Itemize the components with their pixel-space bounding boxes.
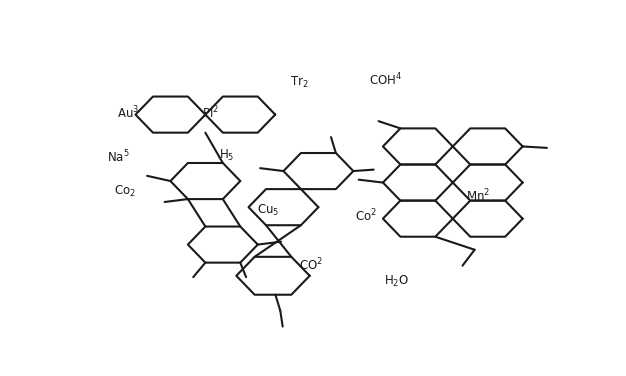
Text: CO$^2$: CO$^2$ bbox=[299, 257, 323, 273]
Text: Tr$_2$: Tr$_2$ bbox=[290, 75, 308, 90]
Text: COH$^4$: COH$^4$ bbox=[369, 71, 403, 88]
Text: Au$^3$: Au$^3$ bbox=[117, 105, 139, 121]
Text: Pl$^2$: Pl$^2$ bbox=[202, 105, 219, 121]
Text: Co$_2$: Co$_2$ bbox=[113, 184, 135, 199]
Text: Na$^5$: Na$^5$ bbox=[106, 148, 129, 165]
Text: Mn$^2$: Mn$^2$ bbox=[466, 187, 491, 204]
Text: Co$^2$: Co$^2$ bbox=[355, 208, 377, 224]
Text: H$_2$O: H$_2$O bbox=[384, 273, 409, 289]
Text: H$_5$: H$_5$ bbox=[219, 148, 234, 163]
Text: Cu$_5$: Cu$_5$ bbox=[257, 203, 280, 218]
